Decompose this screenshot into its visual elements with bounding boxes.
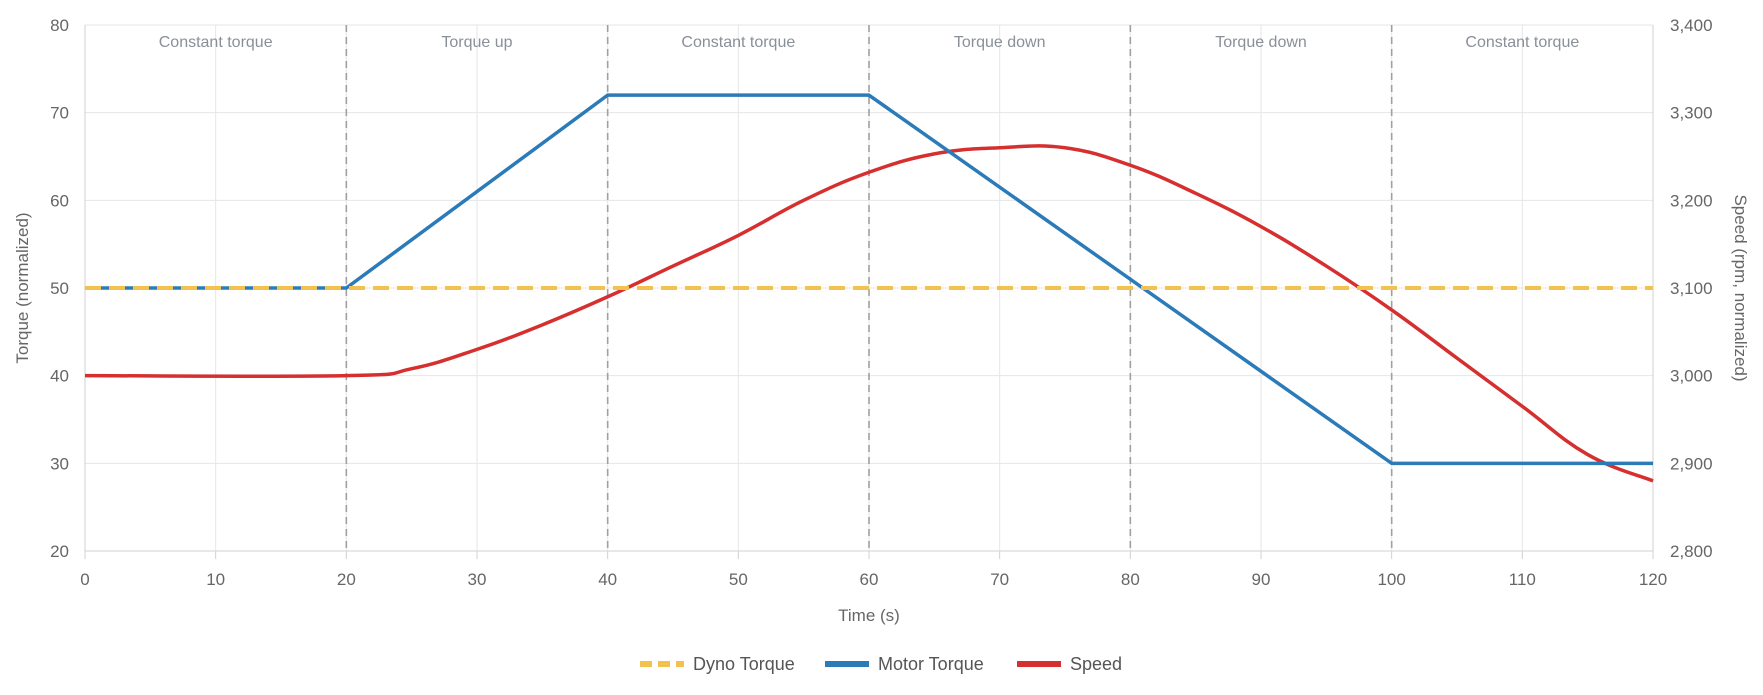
y-tick-label: 80 [50, 16, 69, 35]
phase-label: Torque down [1215, 34, 1307, 51]
x-tick-label: 30 [468, 570, 487, 589]
y2-axis-title: Speed (rpm, normalized) [1731, 194, 1750, 381]
x-tick-label: 20 [337, 570, 356, 589]
phase-dividers: Constant torque Torque up Constant torque T… [159, 25, 1579, 551]
x-tick-label: 40 [598, 570, 617, 589]
y2-tick-label: 3,100 [1670, 279, 1713, 298]
x-tick-label: 120 [1639, 570, 1667, 589]
speed-line [84, 144, 1654, 483]
x-axis-title: Time (s) [838, 606, 900, 625]
y2-tick-label: 3,400 [1670, 16, 1713, 35]
phase-label: Constant torque [681, 34, 795, 51]
x-tick-label: 70 [990, 570, 1009, 589]
legend: Dyno Torque Motor Torque Speed [640, 654, 1122, 674]
phase-label: Constant torque [1465, 34, 1579, 51]
phase-label: Constant torque [159, 34, 273, 51]
y-tick-label: 50 [50, 279, 69, 298]
phase-label: Torque up [441, 34, 512, 51]
y2-tick-label: 3,200 [1670, 191, 1713, 210]
phase-label: Torque down [954, 34, 1046, 51]
x-tick-label: 0 [80, 570, 89, 589]
x-tick-label: 50 [729, 570, 748, 589]
legend-label-speed: Speed [1070, 654, 1122, 674]
series-lines [84, 93, 1654, 483]
legend-label-dyno-torque: Dyno Torque [693, 654, 795, 674]
y2-tick-label: 2,900 [1670, 454, 1713, 473]
x-tick-label: 80 [1121, 570, 1140, 589]
y-axis-title: Torque (normalized) [13, 212, 32, 363]
x-tick-label: 110 [1509, 570, 1536, 589]
x-tick-label: 100 [1377, 570, 1405, 589]
y-tick-label: 40 [50, 367, 69, 386]
y2-tick-label: 3,300 [1670, 104, 1713, 123]
y2-tick-label: 3,000 [1670, 367, 1713, 386]
y2-tick-label: 2,800 [1670, 542, 1713, 561]
y-tick-label: 20 [50, 542, 69, 561]
x-tick-label: 10 [206, 570, 225, 589]
axes: 20 30 40 50 60 70 80 2,800 2,900 3,000 3,100 3,200 3… [50, 16, 1712, 589]
x-tick-label: 90 [1252, 570, 1271, 589]
legend-label-motor-torque: Motor Torque [878, 654, 984, 674]
y-tick-label: 60 [50, 191, 69, 210]
y-tick-label: 30 [50, 454, 69, 473]
y-tick-label: 70 [50, 104, 69, 123]
x-tick-label: 60 [860, 570, 879, 589]
